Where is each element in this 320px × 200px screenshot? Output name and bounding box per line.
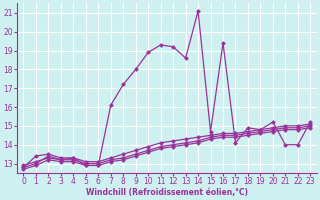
X-axis label: Windchill (Refroidissement éolien,°C): Windchill (Refroidissement éolien,°C) [86, 188, 248, 197]
